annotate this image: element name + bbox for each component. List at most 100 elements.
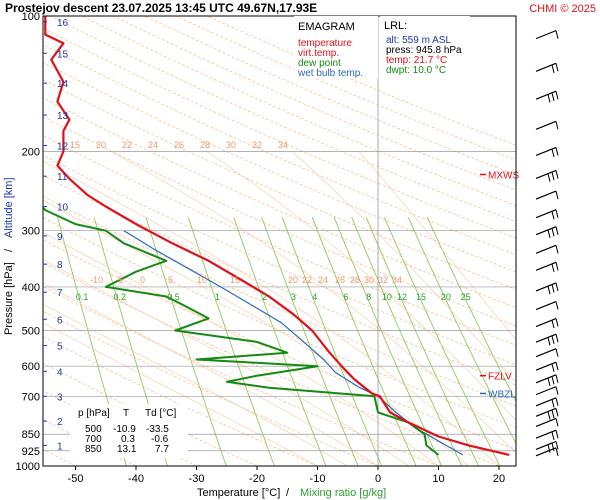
axes: 1002003004005006007008509251000123456789…	[16, 11, 506, 485]
mixing-ratio-label: 20	[441, 292, 451, 302]
wind-barb-flag	[551, 363, 555, 372]
y-axis-label-group: Pressure [hPa] / Altitude [km]	[3, 177, 15, 335]
wind-barb	[535, 397, 559, 408]
temperature-tick-label: -10	[310, 473, 326, 485]
mixing-ratio-label: 10	[382, 292, 392, 302]
wind-barb-flag	[551, 171, 555, 181]
wind-barb-flag	[555, 430, 559, 439]
wind-barb-flag	[555, 63, 559, 72]
table-header-td: Td [°C]	[145, 408, 176, 419]
dry-adiabat	[113, 16, 516, 191]
table-cell: 850	[85, 444, 102, 455]
wind-barb-flag	[555, 245, 559, 254]
wind-barb-flag	[555, 30, 559, 39]
wind-barb-flag	[551, 320, 555, 329]
mixing-ratio-label: 0.1	[76, 292, 89, 302]
x-axis-label: Temperature [°C]	[197, 487, 280, 499]
theta-label: 28	[200, 140, 210, 150]
altitude-tick-label: 7	[57, 288, 63, 299]
dry-adiabat	[43, 336, 318, 466]
table-cell: 13.1	[117, 444, 137, 455]
wind-barb	[535, 440, 559, 453]
theta-label: 30	[226, 140, 236, 150]
theta-label: 15	[230, 275, 240, 285]
altitude-tick-label: 4	[57, 367, 63, 378]
altitude-tick-label: 3	[57, 392, 63, 403]
theta-label: 34	[278, 140, 288, 150]
wind-barb-staff	[535, 209, 557, 219]
mixing-ratio-label: 0.2	[114, 292, 127, 302]
wind-barb-flag	[551, 263, 555, 273]
mixing-ratio-line	[426, 217, 516, 403]
wind-barb-flag	[551, 284, 555, 293]
altitude-tick-label: 12	[57, 142, 69, 153]
pressure-tick-label: 100	[22, 11, 40, 23]
theta-label: 20	[96, 140, 106, 150]
wind-barb	[535, 282, 559, 295]
wind-barb-flag	[547, 229, 551, 239]
mixing-ratio-line	[383, 217, 501, 466]
wind-barb-staff	[535, 447, 557, 457]
wind-barb-staff	[535, 386, 557, 396]
wind-barb	[535, 361, 559, 372]
mixing-ratio-label: 0.5	[167, 292, 180, 302]
mixing-ratio-label: 15	[416, 292, 426, 302]
wind-barb-flag	[555, 447, 559, 456]
wind-barb-flag	[555, 282, 559, 292]
theta-label: 0	[140, 275, 145, 285]
temperature-tick-label: -20	[249, 473, 265, 485]
dry-adiabat	[43, 27, 516, 239]
altitude-tick-label: 13	[57, 111, 69, 122]
dry-adiabat	[50, 16, 516, 222]
wind-barb	[535, 374, 559, 387]
wind-barb	[535, 209, 559, 220]
wind-barb-staff	[535, 120, 557, 130]
wind-barb	[535, 386, 559, 396]
wind-barb-flag	[547, 286, 551, 295]
altitude-tick-label: 6	[57, 315, 63, 326]
grid	[43, 15, 516, 467]
theta-label: 32	[378, 275, 388, 285]
legend-dew-point: dew point	[298, 58, 341, 69]
chart-title: Prostejov descent 23.07.2025 13:45 UTC 4…	[5, 1, 317, 15]
wind-barb	[535, 90, 559, 103]
wind-barb	[535, 447, 559, 457]
wind-barb-flag	[547, 337, 551, 346]
wind-barb	[535, 417, 559, 427]
wind-barb	[535, 30, 559, 40]
wind-barb-flag	[555, 374, 559, 383]
level-markers: MXWS FZLV WBZL	[480, 170, 519, 400]
wind-barb	[535, 318, 559, 329]
wind-barb	[535, 429, 559, 440]
summary-table-box	[70, 404, 188, 458]
wind-barb-flag	[551, 211, 555, 220]
wind-barb-staff	[535, 146, 557, 157]
pressure-tick-label: 400	[22, 282, 40, 294]
altitude-tick-label: 16	[57, 18, 69, 29]
moist-adiabat	[43, 232, 439, 466]
wind-barb-staff	[535, 300, 557, 311]
wind-barb-flag	[555, 362, 559, 371]
wind-barb-flag	[551, 64, 555, 73]
wind-barb	[535, 169, 559, 182]
wind-barb-flag	[551, 376, 555, 385]
series-dew-point-line	[43, 206, 440, 456]
pressure-tick-label: 200	[22, 146, 40, 158]
wind-barbs	[535, 30, 559, 457]
wind-barb-staff	[535, 440, 557, 450]
series-lines	[43, 16, 510, 456]
table-cell: -33.5	[146, 424, 169, 435]
lrl-temperature: temp: 21.7 °C	[386, 55, 447, 66]
series-temperature-line	[44, 16, 510, 456]
altitude-tick-label: 2	[57, 417, 63, 428]
dry-adiabat	[206, 16, 516, 146]
dry-adiabat	[43, 239, 516, 450]
wind-barb-flag	[555, 397, 559, 406]
wind-barb-flag	[555, 209, 559, 218]
temperature-tick-label: -40	[128, 473, 144, 485]
wind-barb-flag	[555, 121, 559, 130]
mixing-ratio-label: 8	[366, 292, 371, 302]
theta-label: -10	[90, 275, 103, 285]
wind-barb	[535, 244, 559, 254]
wind-barb-staff	[535, 333, 557, 343]
